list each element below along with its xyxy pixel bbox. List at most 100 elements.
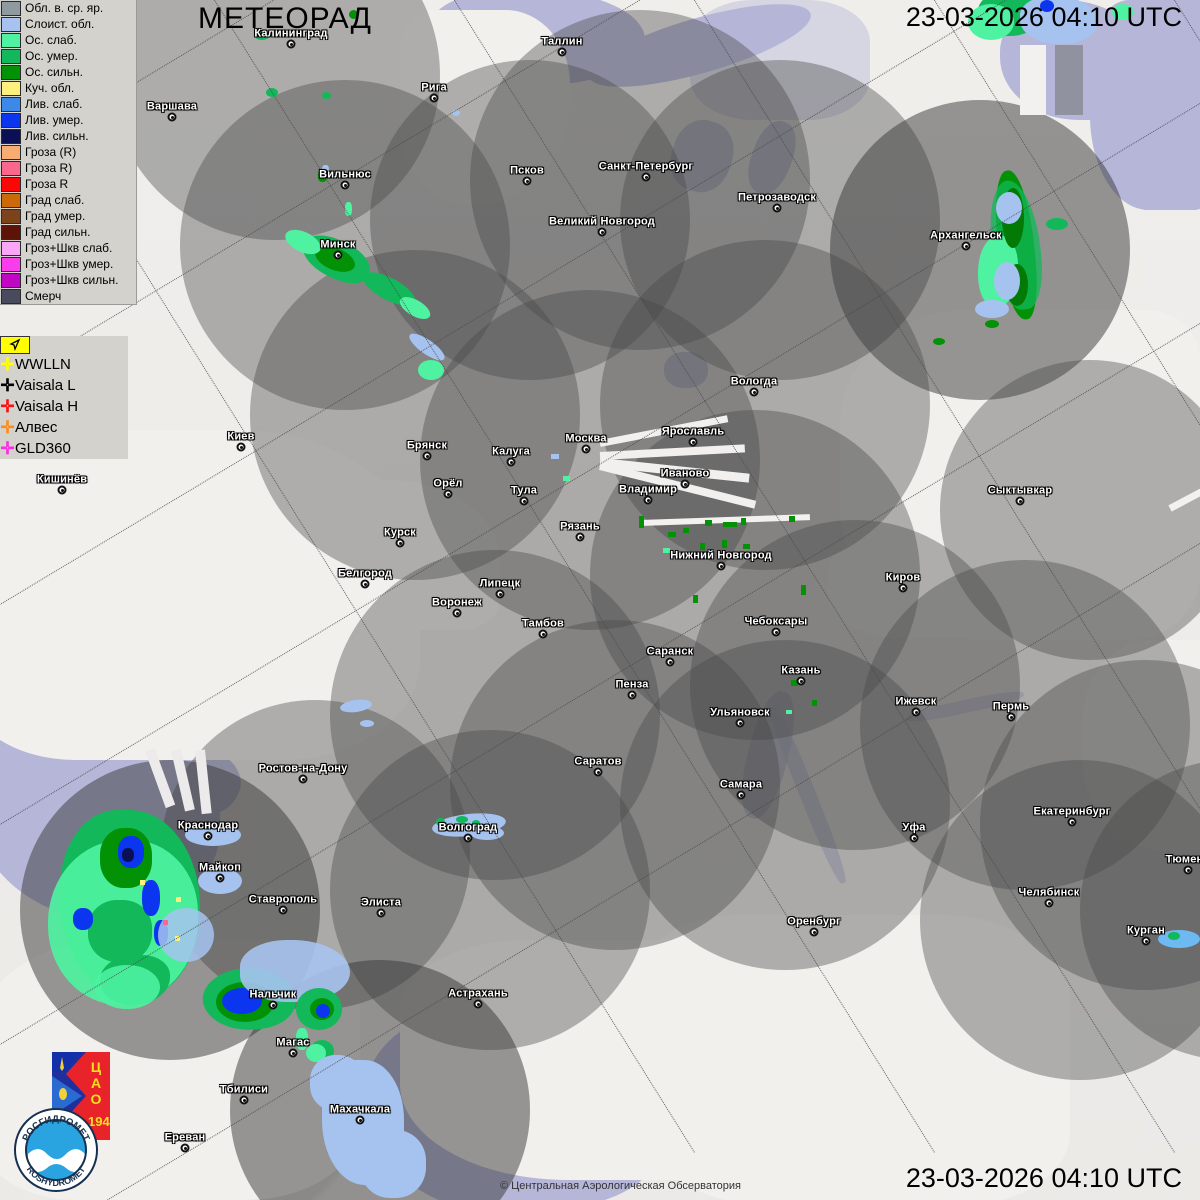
svg-text:О: О — [91, 1091, 102, 1107]
lightning-network-label: WWLLN — [15, 356, 71, 373]
echo-nw-spot2 — [349, 10, 358, 19]
legend-label: Гроз+Шкв умер. — [25, 256, 114, 271]
echo-nn-cell5 — [723, 522, 737, 527]
radar-coverage-pskov — [370, 60, 690, 380]
legend-row[interactable]: Гроз+Шкв сильн. — [0, 272, 136, 288]
echo-nn-cell12 — [693, 595, 698, 603]
echo-hail-marker3 — [175, 936, 180, 941]
legend-label: Лив. умер. — [25, 112, 84, 127]
radar-coverage-moscow — [420, 290, 760, 630]
lightning-network-row[interactable]: ✛ GLD360 — [0, 438, 128, 459]
echo-riga-spot — [452, 110, 460, 116]
legend-row[interactable]: Ос. сильн. — [0, 64, 136, 80]
legend-color-swatch — [1, 80, 21, 96]
echo-hail-marker1 — [140, 880, 145, 885]
lightning-network-row[interactable]: ✛ Vaisala L — [0, 375, 128, 396]
echo-rostov-blue2 — [360, 720, 374, 727]
light-land-kirov — [828, 534, 1028, 639]
svg-text:1941: 1941 — [88, 1114, 110, 1129]
echo-volgograd-green1 — [436, 818, 445, 826]
legend-color-swatch — [1, 16, 21, 32]
legend-row[interactable]: Гроз+Шкв умер. — [0, 256, 136, 272]
legend-label: Гроз+Шкв слаб. — [25, 240, 113, 255]
legend-label: Ос. слаб. — [25, 32, 77, 47]
legend-row[interactable]: Ос. умер. — [0, 48, 136, 64]
echo-arkhangelsk-outlier2 — [933, 338, 945, 345]
lightning-network-label: GLD360 — [15, 440, 71, 457]
page-title: МЕТЕОРАД — [198, 2, 372, 35]
timestamp-top: 23-03-2026 04:10 UTC — [905, 2, 1182, 32]
echo-finland-e — [1112, 4, 1134, 20]
legend-row[interactable]: Гроза (R) — [0, 144, 136, 160]
logo-group: Ц А О 1941 РОСГИДРОМЕТ ROSHYDROMET — [14, 1052, 124, 1192]
lightning-cross-icon: ✛ — [0, 439, 15, 458]
echo-nn-cell4 — [705, 520, 712, 526]
legend-color-swatch — [1, 128, 21, 144]
echo-blacksea-strong2 — [88, 900, 152, 962]
echo-blacksea-slight — [94, 965, 160, 1009]
echo-arkhangelsk-ne — [1046, 218, 1068, 230]
echo-maykop-blue — [198, 868, 242, 894]
legend-color-swatch — [1, 208, 21, 224]
legend-row[interactable]: Гроза R) — [0, 160, 136, 176]
echo-nalchik-east-blue — [316, 1004, 330, 1018]
cursor-arrow-icon[interactable] — [0, 336, 30, 354]
lightning-network-row[interactable]: ✛ Vaisala H — [0, 396, 128, 417]
legend-label: Ос. умер. — [25, 48, 78, 63]
echo-nn-cell6 — [741, 518, 746, 525]
echo-belarus-spot1 — [266, 88, 278, 97]
legend-row[interactable]: Лив. сильн. — [0, 128, 136, 144]
lightning-network-row[interactable]: ✛ WWLLN — [0, 354, 128, 375]
legend-color-swatch — [1, 112, 21, 128]
lightning-network-legend[interactable]: ✛ WWLLN ✛ Vaisala L ✛ Vaisala H ✛ Алвес ✛ GLD360 — [0, 336, 128, 459]
legend-label: Град умер. — [25, 208, 86, 223]
lightning-network-row[interactable]: ✛ Алвес — [0, 417, 128, 438]
echo-nn-cell9 — [722, 540, 727, 548]
legend-row[interactable]: Гроз+Шкв слаб. — [0, 240, 136, 256]
legend-row[interactable]: Град сильн. — [0, 224, 136, 240]
echo-belarus-southeast2 — [418, 360, 444, 380]
beam-spoke-finland-2 — [1055, 45, 1083, 115]
legend-row[interactable]: Куч. обл. — [0, 80, 136, 96]
precipitation-legend-panel[interactable]: Обл. в. ср. яр. Слоист. обл. Ос. слаб. Ос. … — [0, 0, 137, 305]
echo-arkhangelsk-outlier — [985, 320, 999, 328]
echo-volgograd-green2 — [456, 816, 468, 823]
legend-color-swatch — [1, 192, 21, 208]
echo-volgograd-green3 — [472, 820, 480, 826]
legend-row[interactable]: Лив. умер. — [0, 112, 136, 128]
legend-label: Лив. сильн. — [25, 128, 89, 143]
echo-nn-cell13 — [801, 585, 806, 595]
echo-hail-marker4 — [163, 920, 168, 925]
legend-color-swatch — [1, 32, 21, 48]
light-land-baltic — [400, 10, 570, 205]
legend-row[interactable]: Ос. слаб. — [0, 32, 136, 48]
legend-row[interactable]: Град умер. — [0, 208, 136, 224]
echo-nn-cell7 — [663, 548, 670, 553]
legend-row[interactable]: Гроза R — [0, 176, 136, 192]
echo-kuban-blue — [158, 908, 214, 962]
echo-volgograd-blue2 — [470, 826, 504, 840]
radar-coverage-syktyvkar — [940, 360, 1200, 660]
legend-row[interactable]: Смерч — [0, 288, 136, 304]
echo-hail-marker2 — [176, 897, 181, 902]
finland-lakes — [690, 0, 870, 120]
legend-row[interactable]: Град слаб. — [0, 192, 136, 208]
legend-row[interactable]: Слоист. обл. — [0, 16, 136, 32]
echo-arkhangelsk-stratus3 — [975, 300, 1009, 318]
echo-latvia-blue — [322, 165, 329, 175]
beam-spoke-finland — [1020, 45, 1046, 115]
radar-coverage-arkhangelsk — [830, 100, 1130, 400]
legend-color-swatch — [1, 144, 21, 160]
legend-label: Лив. слаб. — [25, 96, 83, 111]
legend-row[interactable]: Обл. в. ср. яр. — [0, 0, 136, 16]
echo-nw-spot — [254, 30, 270, 40]
svg-text:А: А — [91, 1075, 101, 1091]
lightning-network-label: Алвес — [15, 419, 58, 436]
legend-label: Град сильн. — [25, 224, 91, 239]
legend-label: Гроза (R) — [25, 144, 77, 159]
lightning-cross-icon: ✛ — [0, 355, 15, 374]
legend-row[interactable]: Лив. слаб. — [0, 96, 136, 112]
legend-label: Обл. в. ср. яр. — [25, 0, 104, 15]
echo-nn-cell8 — [700, 543, 705, 550]
